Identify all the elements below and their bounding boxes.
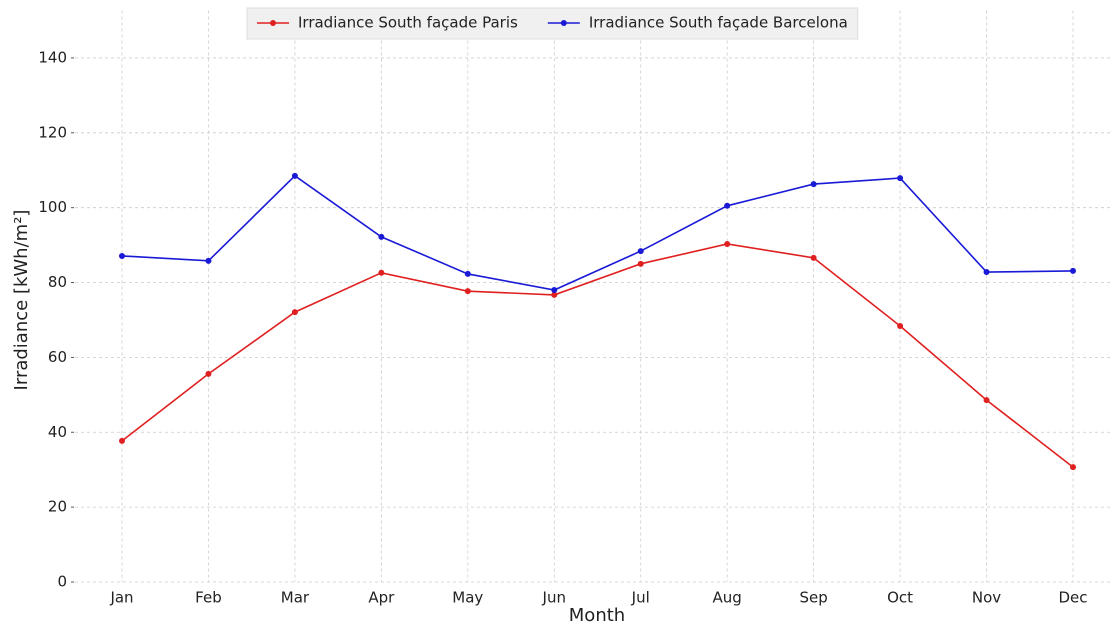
y-tick-label: 80 [48,273,67,291]
point [983,397,990,404]
point [897,322,904,329]
x-tick-label: Jan [109,589,133,607]
point [291,309,298,316]
x-tick-label: Sep [799,589,827,607]
x-tick-label: Dec [1058,589,1087,607]
y-axis-label: Irradiance [kWh/m²] [11,210,32,391]
y-tick-label: 120 [38,123,67,141]
x-tick-label: Nov [972,589,1001,607]
point [551,291,558,298]
x-tick-label: Aug [713,589,742,607]
point [291,172,298,179]
x-tick-label: Apr [368,589,395,607]
point [464,270,471,277]
x-axis-label: Month [569,605,625,626]
y-tick-label: 140 [38,48,67,66]
y-tick-label: 0 [57,573,67,591]
x-tick-label: Oct [887,589,913,607]
legend-marker [270,20,276,26]
point [637,260,644,267]
point [724,240,731,247]
series-line [121,174,1074,291]
point [810,254,817,261]
x-tick-label: Jul [631,589,650,607]
x-tick-label: May [452,589,483,607]
legend: Irradiance South façade Paris Irradiance … [246,7,859,40]
legend-label: Irradiance South façade Barcelona [589,14,848,32]
point [637,248,644,255]
point [1070,464,1076,471]
x-tick-label: Feb [195,589,222,607]
point [897,175,904,182]
y-tick-label: 40 [48,423,67,441]
point [205,257,212,264]
point [378,233,385,240]
point [983,269,990,276]
y-tick-label: 100 [38,198,67,216]
point [119,437,125,444]
x-tick-label: Mar [281,589,310,607]
point [551,287,558,294]
y-tick-label: 20 [48,498,67,516]
legend-marker [560,20,567,26]
point [205,370,212,377]
point [1070,267,1076,274]
point [378,269,385,276]
point [724,202,731,209]
point [810,181,817,188]
legend-label: Irradiance South façade Paris [298,14,518,32]
y-tick-label: 60 [48,348,67,366]
point [464,288,471,295]
series-line [121,243,1074,468]
x-tick-label: Jun [542,589,566,607]
point [119,252,125,259]
